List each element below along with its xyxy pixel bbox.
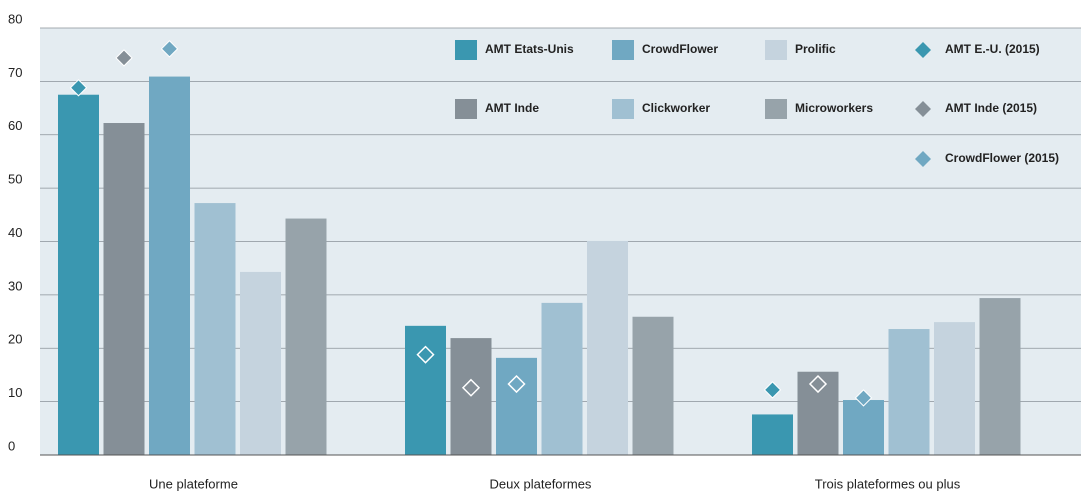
legend-swatch [612,99,634,119]
bar [240,271,281,455]
y-tick-label: 40 [8,225,22,240]
y-tick-label: 80 [8,11,22,26]
legend-marker [915,151,931,167]
bar [632,316,674,455]
legend-label: CrowdFlower [642,42,718,56]
legend-label: AMT Inde [485,101,539,115]
y-tick-label: 70 [8,65,22,80]
x-tick-label: Deux plateformes [490,476,592,491]
marker-2015 [416,345,435,364]
y-tick-label: 0 [8,438,15,453]
bar [797,371,839,455]
bar [752,414,793,455]
legend-swatch [455,40,477,60]
y-tick-label: 20 [8,332,22,347]
bar [405,325,446,455]
marker-2015 [69,79,88,97]
marker-2015 [507,374,526,394]
marker-2015 [808,374,828,394]
bar [888,329,930,455]
legend-swatch [455,99,477,119]
x-tick-label: Trois plateformes ou plus [815,476,961,491]
legend-swatch [612,40,634,60]
legend-swatch [765,40,787,60]
y-tick-label: 50 [8,172,22,187]
bar [194,203,236,455]
marker-2015 [854,389,873,407]
bar [58,94,99,455]
legend-marker [915,101,931,117]
marker-2015 [461,378,481,397]
legend-label: AMT E.-U. (2015) [945,42,1040,56]
bar [149,76,190,455]
bar [843,400,884,455]
legend-label: Clickworker [642,101,710,115]
marker-2015 [763,381,782,399]
bar [541,302,583,455]
legend-label: CrowdFlower (2015) [945,151,1059,165]
legend-marker [915,42,931,58]
marker-2015 [160,40,179,58]
marker-2015 [115,49,133,67]
bar [496,357,537,455]
x-tick-label: Une plateforme [149,476,238,491]
bar [103,123,145,455]
legend-label: Microworkers [795,101,873,115]
legend-swatch [765,99,787,119]
legend-label: AMT Inde (2015) [945,101,1037,115]
legend-label: AMT Etats-Unis [485,42,574,56]
bar [934,322,975,455]
bar [587,240,628,455]
y-tick-label: 60 [8,118,22,133]
bar [979,298,1021,455]
legend-label: Prolific [795,42,836,56]
bar [285,218,327,455]
y-tick-label: 30 [8,278,22,293]
y-tick-label: 10 [8,385,22,400]
